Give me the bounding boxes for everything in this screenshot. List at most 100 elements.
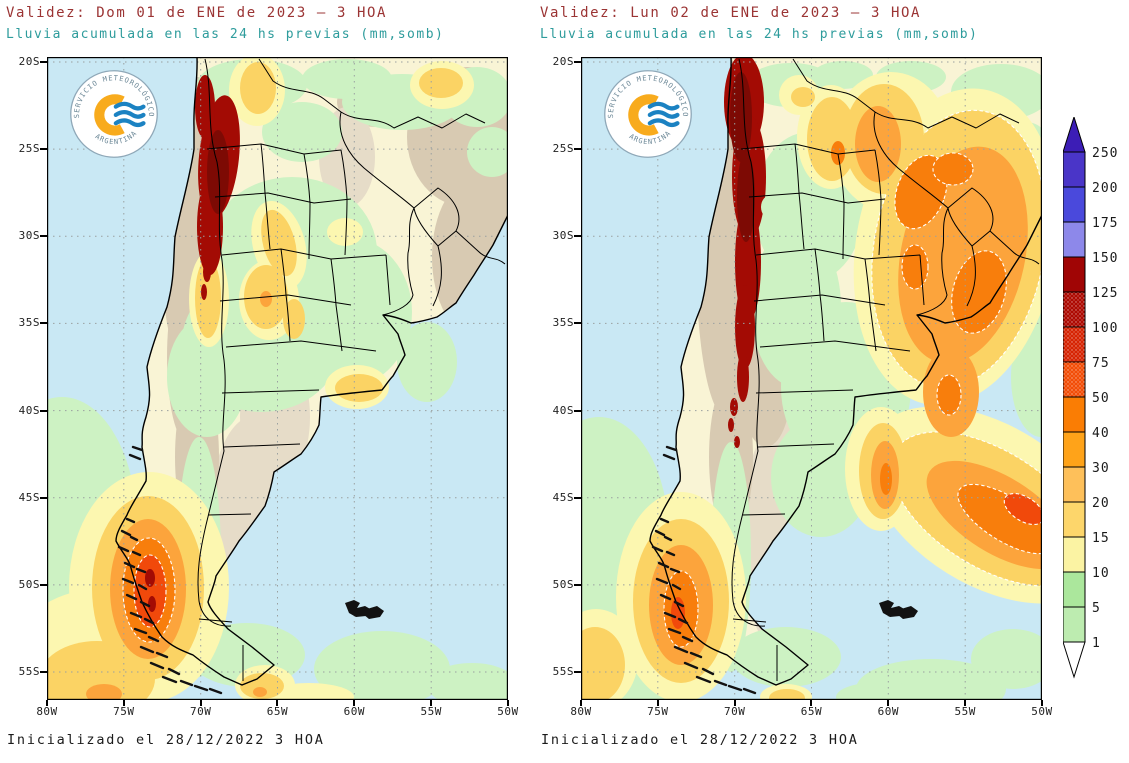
lat-label-55S: 55S [18,664,40,678]
colorbar-svg: 250 200 175 150 125 100 75 50 40 30 20 15 10 5 1 [1062,115,1118,679]
lon-tick [353,700,356,706]
colorbar-label-125: 125 [1092,286,1118,301]
colorbar-segment [1062,221,1086,258]
init-caption: Inicializado el 28/12/2022 3 HOA [541,732,859,748]
lon-tick [656,700,659,706]
lat-label-25S: 25S [552,142,574,156]
colorbar-segment [1062,606,1086,643]
precip-colorbar: 250 200 175 150 125 100 75 50 40 30 20 15 10 5 1 [1062,115,1129,679]
lon-label-65W: 65W [800,705,823,718]
lon-label-75W: 75W [647,705,669,718]
colorbar-label-40: 40 [1092,426,1110,441]
lon-tick [506,700,509,706]
lon-tick [810,700,813,706]
lon-label-70W: 70W [189,705,212,718]
lat-tick [40,496,47,499]
lat-label-30S: 30S [18,229,40,243]
lon-label-50W: 50W [497,705,519,718]
lon-tick [199,700,202,706]
lat-tick [40,409,47,412]
colorbar-speckle [1063,327,1085,362]
colorbar-label-15: 15 [1092,531,1110,546]
colorbar-label-20: 20 [1092,496,1110,511]
lat-tick [574,583,581,586]
init-caption: Inicializado el 28/12/2022 3 HOA [7,732,325,748]
map-day1: 20S 25S 30S 35S 40S 45S 50S 55S 80W 75W 70W 65W 60W 5… [19,55,519,718]
lat-tick [574,409,581,412]
panel-title: Validez: Dom 01 de ENE de 2023 – 3 HOA [6,5,388,21]
lon-tick [580,700,582,706]
lat-label-35S: 35S [18,316,40,330]
lon-label-80W: 80W [36,705,58,718]
lat-tick [40,670,47,673]
map-day2: 20S 25S 30S 35S 40S 45S 50S 55S 80W 75W 70W 65W 60W 5… [553,55,1053,718]
colorbar-label-75: 75 [1092,356,1110,371]
colorbar-label-200: 200 [1092,181,1118,196]
lon-tick [887,700,890,706]
lat-tick [574,322,581,325]
lon-tick [733,700,736,706]
lon-tick [122,700,125,706]
lon-label-60W: 60W [343,705,365,718]
lat-label-20S: 20S [18,55,40,68]
lat-tick [574,61,581,63]
lat-tick [574,235,581,238]
lat-label-35S: 35S [552,316,574,330]
colorbar-segment [1062,151,1086,188]
colorbar-label-175: 175 [1092,216,1118,231]
colorbar-arrow-bottom [1062,641,1086,679]
lat-label-30S: 30S [552,229,574,243]
panel-title: Validez: Lun 02 de ENE de 2023 – 3 HOA [540,5,922,21]
lat-tick [40,235,47,238]
lat-tick [40,61,47,63]
lon-label-75W: 75W [113,705,135,718]
lat-tick [40,148,47,151]
colorbar-segment [1062,396,1086,433]
panel-subtitle: Lluvia acumulada en las 24 hs previas (m… [540,27,979,42]
colorbar-label-10: 10 [1092,566,1110,581]
colorbar-speckle [1063,292,1085,327]
lat-label-50S: 50S [18,577,40,591]
colorbar-label-150: 150 [1092,251,1118,266]
colorbar-segment [1062,571,1086,608]
colorbar-label-100: 100 [1092,321,1118,336]
panel-subtitle: Lluvia acumulada en las 24 hs previas (m… [6,27,445,42]
lon-tick [276,700,279,706]
colorbar-segment [1062,501,1086,538]
colorbar-segment [1062,256,1086,293]
colorbar-segment [1062,186,1086,223]
colorbar-speckle [1063,362,1085,397]
lat-label-25S: 25S [18,142,40,156]
lat-label-50S: 50S [552,577,574,591]
lat-tick [40,322,47,325]
colorbar-segment [1062,431,1086,468]
lon-label-60W: 60W [877,705,899,718]
lat-label-40S: 40S [18,403,40,417]
lat-label-55S: 55S [552,664,574,678]
lat-label-45S: 45S [552,490,574,504]
lon-label-50W: 50W [1031,705,1053,718]
lon-label-65W: 65W [266,705,289,718]
lon-label-80W: 80W [570,705,592,718]
colorbar-label-50: 50 [1092,391,1110,406]
lon-tick [46,700,48,706]
lat-tick [574,496,581,499]
forecast-panel-day2: Validez: Lun 02 de ENE de 2023 – 3 HOA L… [534,0,1068,763]
lon-tick [430,700,433,706]
colorbar-label-1: 1 [1092,636,1101,651]
colorbar-arrow-top [1062,115,1086,153]
lat-tick [574,148,581,151]
lon-label-55W: 55W [954,705,976,718]
precip-map-day2 [581,57,1042,700]
colorbar-label-5: 5 [1092,601,1101,616]
lon-tick [964,700,967,706]
lat-label-40S: 40S [552,403,574,417]
precip-field [47,57,508,700]
colorbar-segment [1062,466,1086,503]
lon-label-70W: 70W [723,705,746,718]
lon-tick [1040,700,1043,706]
colorbar-segment [1062,536,1086,573]
lat-label-20S: 20S [552,55,574,68]
forecast-panel-day1: Validez: Dom 01 de ENE de 2023 – 3 HOA L… [0,0,534,763]
